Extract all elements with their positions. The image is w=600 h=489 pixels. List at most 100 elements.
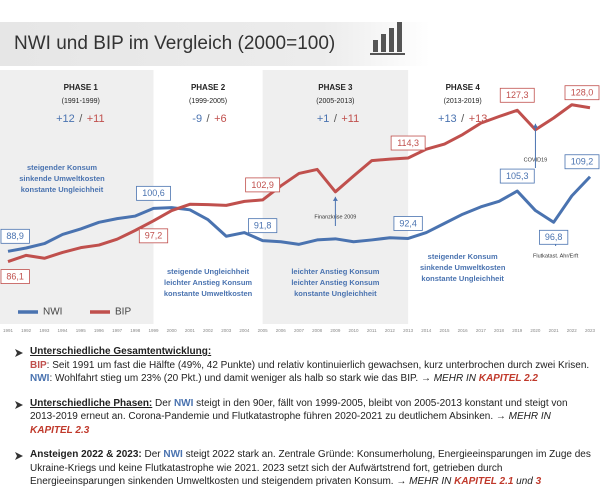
note-text: Der bbox=[152, 397, 174, 409]
data-label-box bbox=[539, 229, 569, 245]
phase-period: (2013-2019) bbox=[444, 98, 482, 105]
data-label: 96,8 bbox=[545, 232, 563, 242]
x-tick-label: 1991 bbox=[3, 328, 14, 333]
phase-description: steigender Konsum bbox=[428, 252, 498, 261]
phase-description: leichter Anstieg Konsum bbox=[291, 267, 379, 276]
bullet-marker bbox=[15, 452, 23, 460]
legend-label: BIP bbox=[115, 307, 131, 318]
phase-separator: / bbox=[334, 113, 338, 125]
data-label-box bbox=[138, 228, 169, 244]
note-text: NWI bbox=[163, 449, 183, 460]
phase-separator: / bbox=[207, 113, 211, 125]
x-tick-label: 2008 bbox=[312, 328, 323, 333]
x-tick-label: 1997 bbox=[112, 328, 123, 333]
phase-nwi-change: +12 bbox=[56, 113, 75, 125]
data-label-box bbox=[564, 85, 600, 101]
x-tick-label: 2021 bbox=[549, 328, 560, 333]
x-tick-label: 2011 bbox=[367, 328, 377, 333]
note-text: NWI bbox=[173, 397, 194, 409]
note-text: : Wohlfahrt stieg um 23% (20 Pkt.) und d… bbox=[49, 373, 421, 384]
x-tick-label: 2000 bbox=[167, 328, 178, 333]
data-label: 92,4 bbox=[399, 218, 417, 228]
data-label-box bbox=[245, 177, 281, 193]
data-label: 102,9 bbox=[251, 180, 274, 190]
note-text: steigt 2022 stark an. Zentrale Gründe: K… bbox=[30, 449, 591, 487]
note-text: BIP bbox=[30, 359, 47, 371]
phase-description: konstante Ungleichheit bbox=[21, 185, 104, 194]
note: Ansteigen 2022 & 2023: Der NWI steigt 20… bbox=[14, 448, 592, 489]
bullet-marker bbox=[15, 400, 23, 409]
phase-description: konstante Ungleichheit bbox=[294, 289, 377, 298]
x-tick-label: 2015 bbox=[439, 328, 450, 333]
note-link: KAPITEL 2.2 bbox=[478, 373, 538, 384]
phase-description: sinkende Umweltkosten bbox=[420, 263, 506, 272]
x-tick-label: 1992 bbox=[21, 328, 32, 333]
phase-nwi-change: +13 bbox=[438, 113, 457, 125]
data-label: 128,0 bbox=[571, 88, 594, 98]
data-label: 114,3 bbox=[397, 138, 419, 148]
x-tick-label: 1994 bbox=[58, 328, 69, 333]
chart-title: NWI und BIP im Vergleich (2000=100) bbox=[14, 33, 335, 54]
x-tick-label: 2022 bbox=[567, 328, 578, 333]
note-link: → MEHR IN bbox=[396, 476, 455, 487]
data-label: 86,1 bbox=[6, 271, 24, 281]
x-tick-label: 2023 bbox=[585, 328, 596, 333]
data-label: 97,2 bbox=[145, 231, 163, 241]
x-tick-label: 2014 bbox=[421, 328, 432, 333]
phase-description: leichter Anstieg Konsum bbox=[291, 278, 379, 287]
x-tick-label: 1993 bbox=[39, 328, 50, 333]
data-label-box bbox=[564, 154, 600, 170]
note-link: → MEHR IN bbox=[495, 411, 551, 422]
note-link: und bbox=[513, 476, 536, 487]
data-label-box bbox=[499, 87, 535, 103]
annotation-arrowhead bbox=[332, 196, 338, 201]
data-label-box bbox=[0, 269, 30, 284]
x-tick-label: 2018 bbox=[494, 328, 505, 333]
phase-bip-change: +6 bbox=[214, 113, 227, 125]
phase-description: leichter Anstieg Konsum bbox=[164, 278, 252, 287]
series-line bbox=[7, 175, 592, 253]
phase-period: (2005-2013) bbox=[316, 98, 354, 105]
x-tick-label: 2019 bbox=[512, 328, 523, 333]
title-bar bbox=[0, 22, 430, 66]
phase-bip-change: +11 bbox=[87, 113, 105, 125]
phase-nwi-change: -9 bbox=[192, 113, 202, 125]
phase-period: (1999-2005) bbox=[189, 98, 227, 105]
phase-nwi-change: +1 bbox=[317, 113, 330, 125]
x-tick-label: 2002 bbox=[203, 328, 214, 333]
notes: Unterschiedliche Gesamtentwicklung: BIP:… bbox=[14, 345, 592, 489]
phase-name: PHASE 3 bbox=[318, 83, 353, 92]
note-text: NWI bbox=[30, 373, 50, 384]
note-link: KAPITEL 2.3 bbox=[30, 424, 90, 436]
x-tick-label: 2010 bbox=[349, 328, 360, 333]
phase-description: konstante Ungleichheit bbox=[421, 274, 504, 283]
x-tick-label: 1999 bbox=[148, 328, 159, 333]
x-tick-label: 1996 bbox=[94, 328, 105, 333]
data-label-box bbox=[390, 135, 426, 151]
title-icon bbox=[370, 22, 405, 55]
bullet-marker bbox=[15, 349, 23, 357]
x-tick-label: 2001 bbox=[185, 328, 196, 333]
x-tick-label: 2013 bbox=[403, 328, 414, 333]
x-tick-label: 2004 bbox=[239, 328, 250, 333]
data-label: 100,6 bbox=[142, 188, 165, 198]
phase-bip-change: +11 bbox=[341, 113, 359, 125]
series-line bbox=[7, 103, 591, 264]
note: Unterschiedliche Phasen: Der NWI steigt … bbox=[14, 397, 592, 438]
x-tick-label: 2016 bbox=[458, 328, 469, 333]
phase-separator: / bbox=[461, 113, 465, 125]
note-link: → MEHR IN bbox=[420, 373, 479, 384]
data-label: 91,8 bbox=[254, 221, 272, 231]
data-label: 88,9 bbox=[6, 231, 24, 241]
chart: NWI und BIP im Vergleich (2000=100) PHAS… bbox=[0, 22, 600, 333]
x-tick-label: 2003 bbox=[221, 328, 232, 333]
x-tick-label: 2020 bbox=[530, 328, 541, 333]
note-link: KAPITEL 2.1 bbox=[454, 476, 514, 487]
note-text: steigt in den 90er, fällt von 1999-2005,… bbox=[30, 397, 568, 423]
data-label: 127,3 bbox=[506, 90, 529, 100]
data-label: 109,2 bbox=[571, 157, 594, 167]
phase-band bbox=[0, 70, 154, 324]
data-label-box bbox=[499, 168, 535, 184]
legend-label: NWI bbox=[43, 307, 62, 318]
data-label-box bbox=[248, 218, 278, 234]
